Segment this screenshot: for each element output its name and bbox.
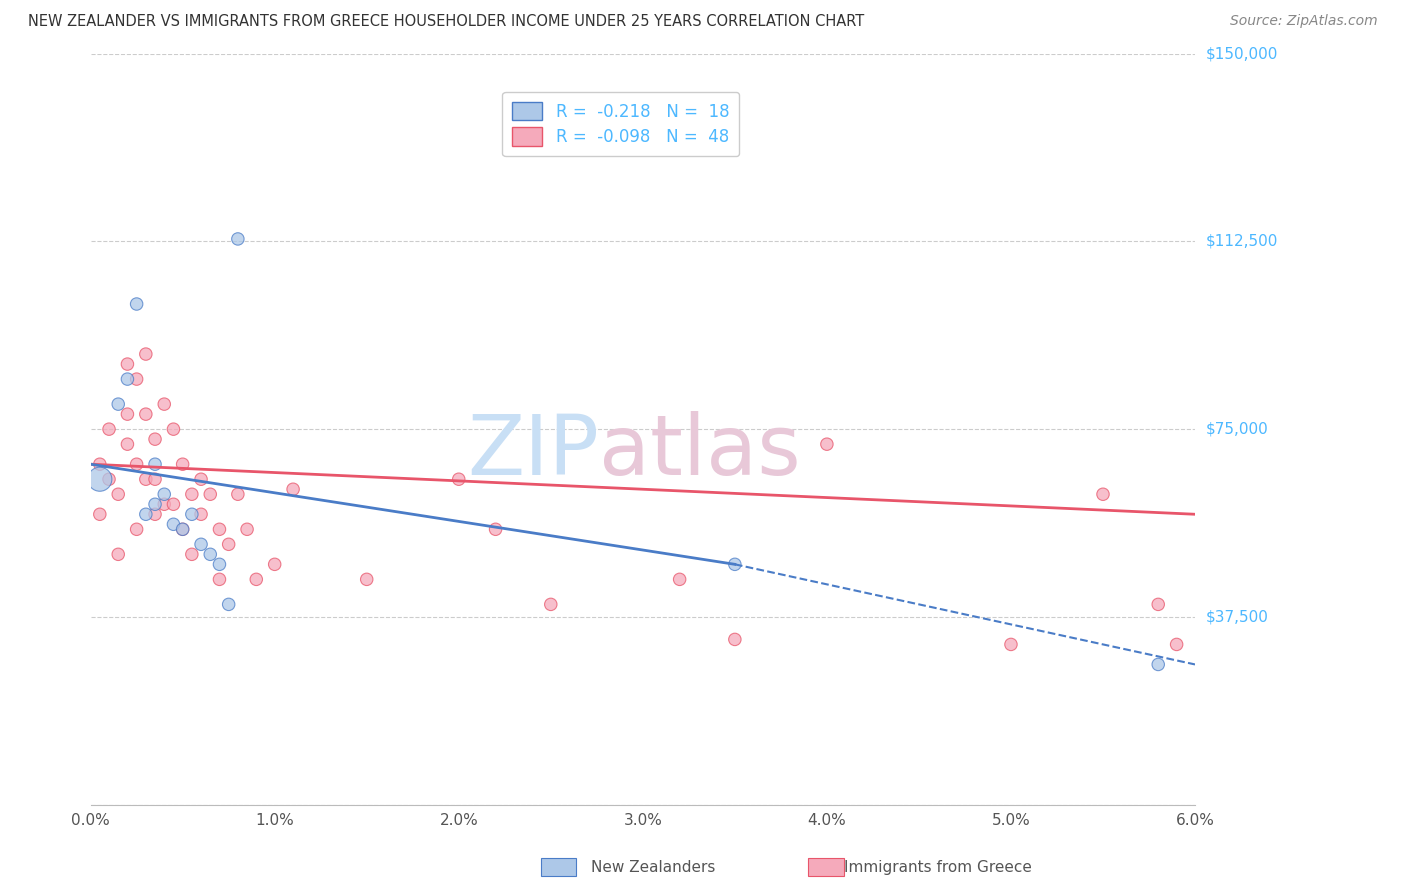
Point <box>162 497 184 511</box>
Point <box>245 572 267 586</box>
Point <box>162 422 184 436</box>
Point <box>208 522 231 536</box>
Point <box>143 432 166 446</box>
Point <box>1147 657 1170 672</box>
Text: $75,000: $75,000 <box>1206 422 1268 437</box>
Point <box>263 558 285 572</box>
Point <box>668 572 690 586</box>
Point <box>1091 487 1114 501</box>
Point <box>540 598 562 612</box>
Point <box>190 508 212 522</box>
Point <box>125 372 148 386</box>
Point <box>135 407 157 421</box>
Point <box>98 422 121 436</box>
Point <box>125 522 148 536</box>
Point <box>98 472 121 486</box>
Text: $37,500: $37,500 <box>1206 609 1270 624</box>
Point <box>125 297 148 311</box>
Point <box>208 558 231 572</box>
Text: atlas: atlas <box>599 411 800 492</box>
Point <box>724 632 747 647</box>
Point <box>226 487 249 501</box>
Point <box>724 558 747 572</box>
Point <box>107 547 129 561</box>
Point <box>172 457 194 471</box>
Point <box>125 457 148 471</box>
Point <box>218 598 240 612</box>
Point <box>117 407 139 421</box>
Point <box>356 572 378 586</box>
Point <box>153 487 176 501</box>
Point <box>107 397 129 411</box>
Point <box>190 537 212 551</box>
Text: Source: ZipAtlas.com: Source: ZipAtlas.com <box>1230 14 1378 29</box>
Point <box>89 508 111 522</box>
Text: NEW ZEALANDER VS IMMIGRANTS FROM GREECE HOUSEHOLDER INCOME UNDER 25 YEARS CORREL: NEW ZEALANDER VS IMMIGRANTS FROM GREECE … <box>28 14 865 29</box>
Point <box>117 357 139 371</box>
Point <box>89 472 111 486</box>
Point <box>135 508 157 522</box>
Text: $150,000: $150,000 <box>1206 46 1278 62</box>
Point <box>447 472 470 486</box>
Point <box>89 457 111 471</box>
Point <box>153 497 176 511</box>
Point <box>135 472 157 486</box>
Point <box>117 372 139 386</box>
Point <box>236 522 259 536</box>
Point <box>1000 637 1022 651</box>
Point <box>208 572 231 586</box>
Point <box>153 397 176 411</box>
Point <box>107 487 129 501</box>
Point <box>143 472 166 486</box>
Point <box>1147 598 1170 612</box>
Point <box>143 457 166 471</box>
Point <box>200 547 222 561</box>
Point <box>143 508 166 522</box>
Point <box>815 437 838 451</box>
Point <box>117 437 139 451</box>
Point <box>218 537 240 551</box>
Point <box>135 347 157 361</box>
Point <box>484 522 506 536</box>
Point <box>200 487 222 501</box>
Point <box>1166 637 1188 651</box>
Legend: R =  -0.218   N =  18, R =  -0.098   N =  48: R = -0.218 N = 18, R = -0.098 N = 48 <box>502 92 740 156</box>
Point <box>172 522 194 536</box>
Point <box>190 472 212 486</box>
Point <box>180 508 202 522</box>
Point <box>281 482 304 496</box>
Point <box>172 522 194 536</box>
Point <box>143 497 166 511</box>
Point <box>180 487 202 501</box>
Text: Immigrants from Greece: Immigrants from Greece <box>844 860 1032 874</box>
Point <box>162 517 184 532</box>
Text: $112,500: $112,500 <box>1206 234 1278 249</box>
Point <box>226 232 249 246</box>
Point <box>180 547 202 561</box>
Text: ZIP: ZIP <box>467 411 599 492</box>
Text: New Zealanders: New Zealanders <box>591 860 714 874</box>
